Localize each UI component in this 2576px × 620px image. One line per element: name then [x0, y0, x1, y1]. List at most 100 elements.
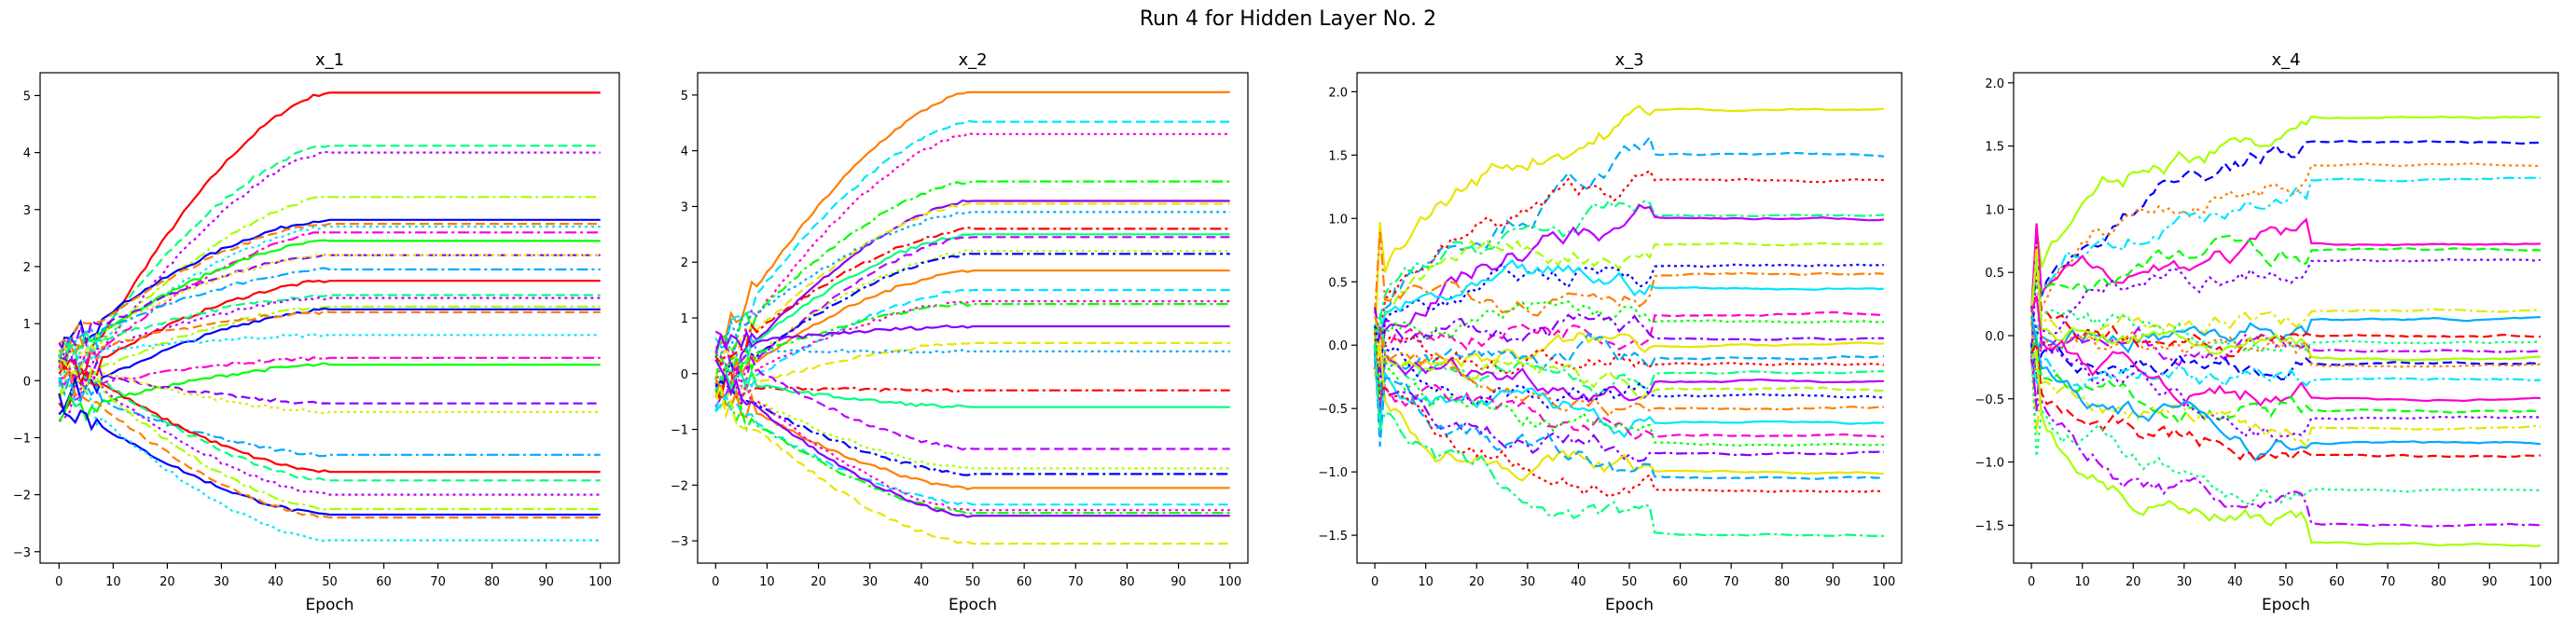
series-line — [1374, 332, 1884, 427]
x-tick-label: 50 — [1622, 575, 1638, 589]
y-tick-label: 1 — [681, 312, 688, 326]
series-line — [714, 341, 1230, 410]
series-line — [714, 330, 1230, 451]
x-tick-label: 70 — [430, 575, 446, 589]
series-line — [1374, 355, 1884, 439]
x-tick-label: 70 — [1068, 575, 1084, 589]
series-line — [58, 279, 601, 383]
series-line — [58, 310, 601, 363]
y-tick-label: 0.0 — [1328, 339, 1348, 353]
series-line — [58, 267, 601, 364]
series-line — [58, 294, 601, 365]
y-tick-label: −1.0 — [1318, 466, 1348, 480]
x-tick-label: 10 — [105, 575, 121, 589]
series-line — [2030, 306, 2541, 443]
series-line — [714, 333, 1230, 364]
series-line — [59, 239, 601, 371]
y-tick-label: 5 — [681, 90, 688, 103]
series-line — [2030, 256, 2541, 362]
series-line — [714, 371, 1230, 404]
series-line — [1374, 343, 1884, 538]
series-line — [2030, 348, 2541, 548]
y-tick-label: −1.5 — [1318, 530, 1348, 544]
series-line — [2030, 355, 2541, 528]
series-line — [58, 345, 601, 415]
series-line — [58, 362, 601, 422]
series-line — [59, 379, 601, 543]
series-line — [58, 333, 601, 367]
x-tick-label: 90 — [1170, 575, 1186, 589]
y-tick-label: 5 — [23, 90, 31, 103]
y-tick-label: 2 — [681, 256, 688, 270]
series-line — [714, 269, 1230, 399]
series-line — [714, 382, 1230, 545]
series-line — [714, 359, 1230, 518]
x-tick-label: 0 — [55, 575, 62, 589]
series-line — [714, 199, 1230, 395]
series-line — [2030, 316, 2541, 362]
series-line — [2030, 343, 2541, 380]
y-tick-label: 0.0 — [1985, 330, 2004, 344]
series-line — [1374, 134, 1885, 393]
y-tick-label: 2 — [23, 261, 31, 275]
series-line — [714, 393, 1230, 506]
subplot-3: 0 10 20 30 40 50 60 70 80 90 100 −1.5 −1.0 −0.5 0.0 0.5… — [1318, 50, 1903, 614]
series-line — [1374, 258, 1884, 342]
series-line — [58, 223, 601, 348]
x-axis-label: Epoch — [949, 596, 997, 614]
series-line — [1374, 326, 1885, 375]
x-tick-label: 50 — [322, 575, 338, 589]
series-line — [715, 211, 1230, 357]
x-tick-label: 0 — [1371, 575, 1378, 589]
subplot-1: 0 10 20 30 40 50 60 70 80 90 100 −3 −2 −1 0 1 2 3 4 5 x_1 Epo… — [13, 50, 620, 614]
series-line — [1374, 229, 1884, 317]
series-line — [714, 288, 1230, 411]
series-line — [714, 236, 1230, 408]
series-line — [1374, 351, 1884, 441]
x-tick-label: 60 — [376, 575, 392, 589]
series-line — [2030, 257, 2541, 355]
series-line — [2030, 339, 2541, 463]
y-tick-label: −1 — [671, 424, 688, 438]
series-line — [1374, 325, 1884, 409]
series-line — [1374, 203, 1885, 377]
x-tick-label: 80 — [484, 575, 500, 589]
series-group — [58, 91, 601, 543]
x-tick-label: 30 — [1520, 575, 1536, 589]
y-tick-label: −0.5 — [1318, 403, 1348, 417]
series-line — [714, 180, 1230, 358]
series-line — [2030, 116, 2541, 327]
series-line — [1374, 351, 1884, 416]
axes-frame — [1356, 72, 1903, 564]
y-tick-label: −3 — [671, 535, 688, 549]
x-tick-label: 10 — [1418, 575, 1433, 589]
y-tick-label: 2.0 — [1985, 77, 2004, 91]
x-tick-label: 10 — [759, 575, 775, 589]
series-line — [1374, 169, 1884, 364]
x-tick-label: 30 — [214, 575, 229, 589]
series-line — [58, 145, 601, 388]
series-line — [1374, 328, 1884, 448]
series-line — [2030, 355, 2541, 449]
series-line — [2030, 243, 2541, 340]
axes-frame — [2013, 72, 2559, 564]
x-tick-label: 60 — [2329, 575, 2345, 589]
series-line — [714, 300, 1230, 394]
series-line — [1374, 237, 1884, 368]
series-line — [58, 356, 601, 403]
series-line — [714, 226, 1230, 366]
subplot-title: x_3 — [1614, 50, 1643, 70]
series-line — [2030, 322, 2541, 382]
y-tick-label: 0.5 — [1985, 267, 2004, 281]
x-tick-label: 10 — [2074, 575, 2090, 589]
series-line — [58, 91, 601, 413]
x-tick-label: 70 — [1724, 575, 1739, 589]
series-line — [714, 324, 1230, 353]
y-tick-label: 1.0 — [1985, 203, 2004, 217]
x-tick-label: 20 — [810, 575, 826, 589]
x-tick-label: 20 — [2126, 575, 2141, 589]
series-line — [59, 296, 601, 371]
series-line — [2030, 353, 2541, 505]
x-axis-label: Epoch — [2262, 596, 2310, 614]
